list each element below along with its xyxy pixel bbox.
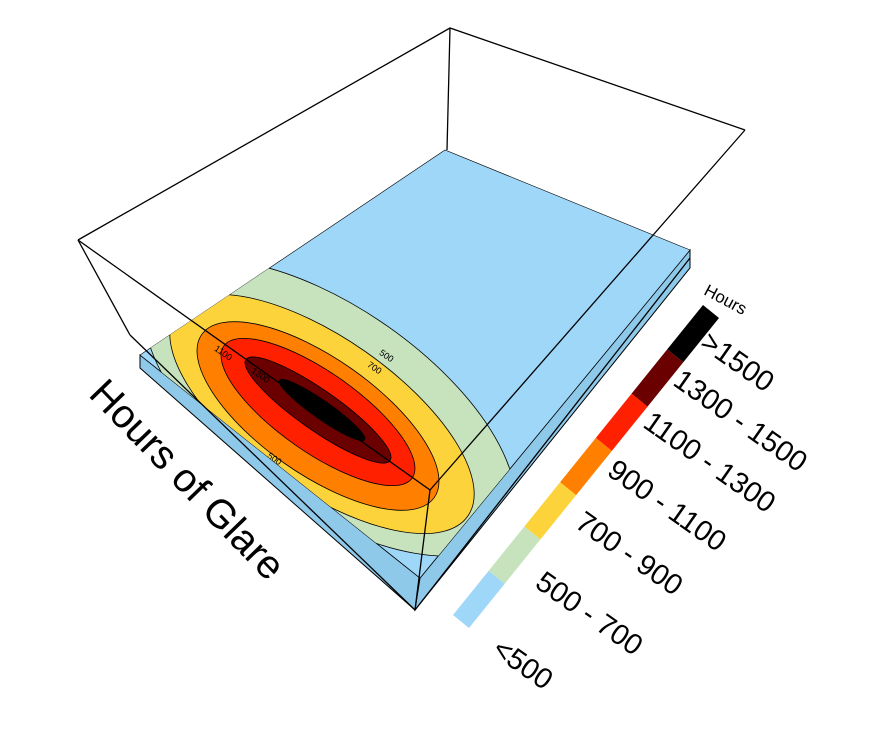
legend-swatch — [560, 437, 612, 496]
legend-swatch — [667, 305, 719, 363]
legend-swatch — [488, 526, 541, 584]
legend-label: 500 - 700 — [530, 566, 649, 663]
legend-swatch — [595, 393, 648, 451]
box-front — [77, 129, 746, 611]
box-back — [77, 27, 746, 241]
legend-swatch — [524, 482, 577, 540]
contour-band — [278, 378, 366, 442]
legend-label: <500 — [487, 633, 559, 697]
legend-swatch — [631, 349, 684, 407]
legend-swatch — [453, 570, 505, 628]
